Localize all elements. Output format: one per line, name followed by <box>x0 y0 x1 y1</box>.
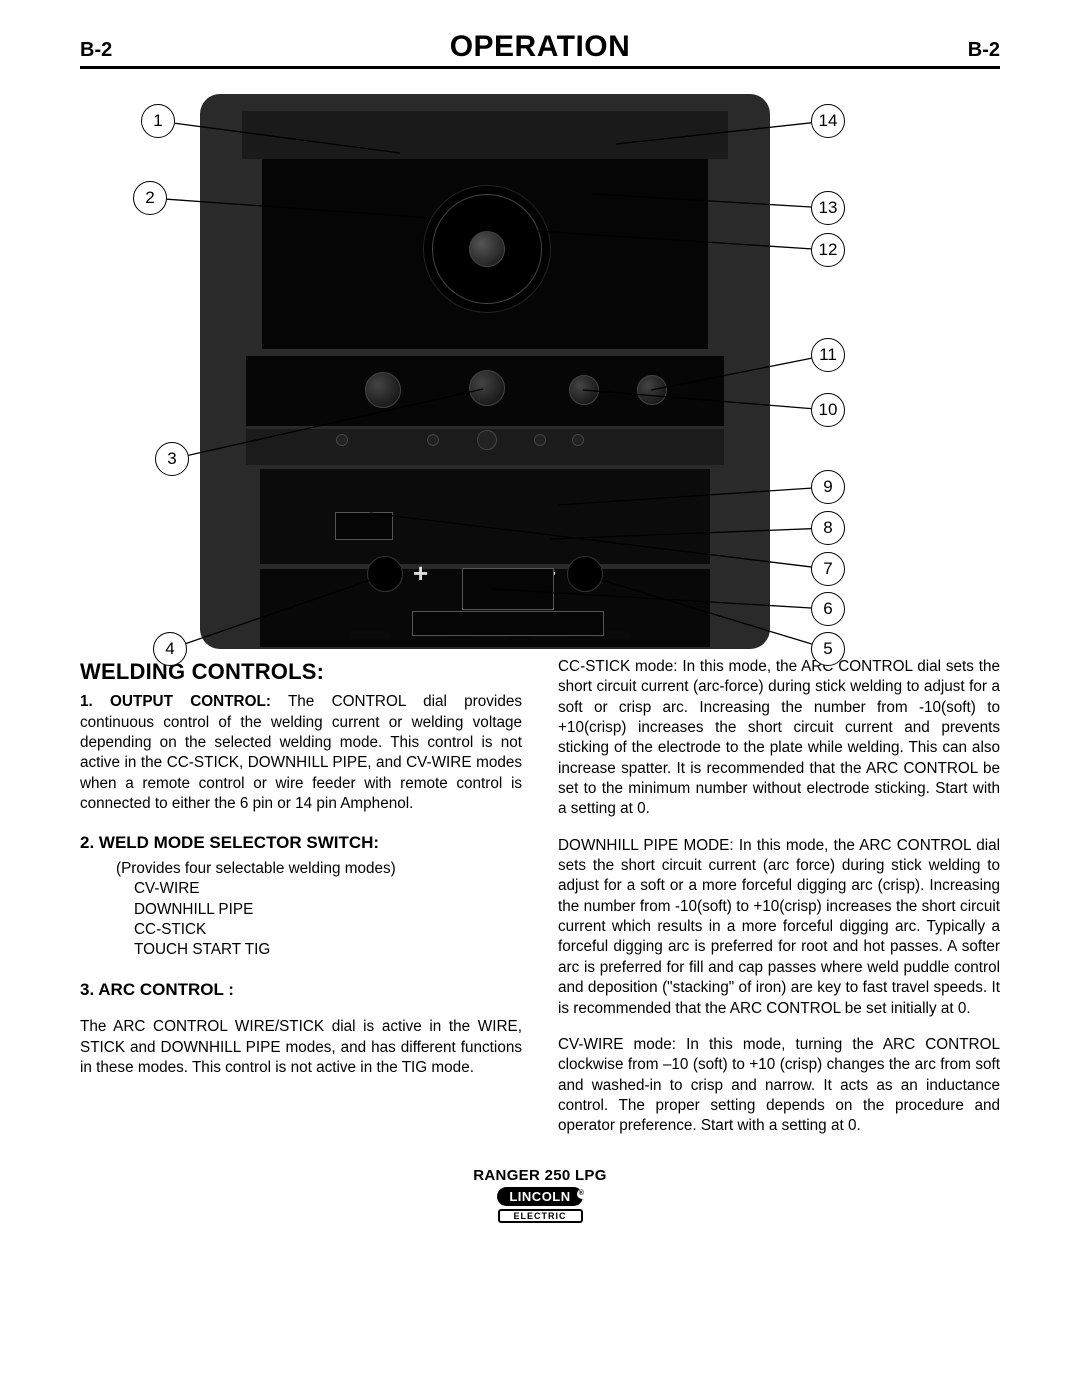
item2-title: 2. WELD MODE SELECTOR SWITCH: <box>80 832 522 855</box>
weld-modes-list: CV-WIREDOWNHILL PIPECC-STICKTOUCH START … <box>80 879 522 960</box>
content-columns: WELDING CONTROLS: 1. OUTPUT CONTROL: The… <box>80 657 1000 1137</box>
product-name: RANGER 250 LPG <box>80 1167 1000 1184</box>
item3-text: The ARC CONTROL WIRE/STICK dial is activ… <box>80 1017 522 1078</box>
item1-label: 1. OUTPUT CONTROL: <box>80 693 271 710</box>
header-left: B-2 <box>80 39 112 62</box>
item2-sub: (Provides four selectable welding modes) <box>80 859 522 879</box>
page-header: B-2 OPERATION B-2 <box>80 30 1000 69</box>
item1-text: The CONTROL dial provides continuous con… <box>80 693 522 812</box>
header-right: B-2 <box>968 39 1000 62</box>
weld-mode-item: CV-WIRE <box>134 879 522 899</box>
left-column: WELDING CONTROLS: 1. OUTPUT CONTROL: The… <box>80 657 522 1137</box>
weld-mode-item: CC-STICK <box>134 920 522 940</box>
weld-mode-item: DOWNHILL PIPE <box>134 900 522 920</box>
cc-stick-para: CC-STICK mode: In this mode, the ARC CON… <box>558 657 1000 820</box>
header-title: OPERATION <box>450 30 631 64</box>
right-column: CC-STICK mode: In this mode, the ARC CON… <box>558 657 1000 1137</box>
output-control-para: 1. OUTPUT CONTROL: The CONTROL dial prov… <box>80 692 522 814</box>
weld-mode-item: TOUCH START TIG <box>134 940 522 960</box>
cv-wire-para: CV-WIRE mode: In this mode, turning the … <box>558 1035 1000 1137</box>
electric-logo: ELECTRIC <box>498 1209 583 1223</box>
lincoln-logo: LINCOLN <box>497 1187 582 1206</box>
welding-controls-title: WELDING CONTROLS: <box>80 657 522 686</box>
page-footer: RANGER 250 LPG LINCOLN ELECTRIC <box>80 1167 1000 1224</box>
item3-title: 3. ARC CONTROL : <box>80 979 522 1002</box>
product-diagram: +−1234141312111098765 <box>80 79 1000 649</box>
downhill-para: DOWNHILL PIPE MODE: In this mode, the AR… <box>558 836 1000 1019</box>
